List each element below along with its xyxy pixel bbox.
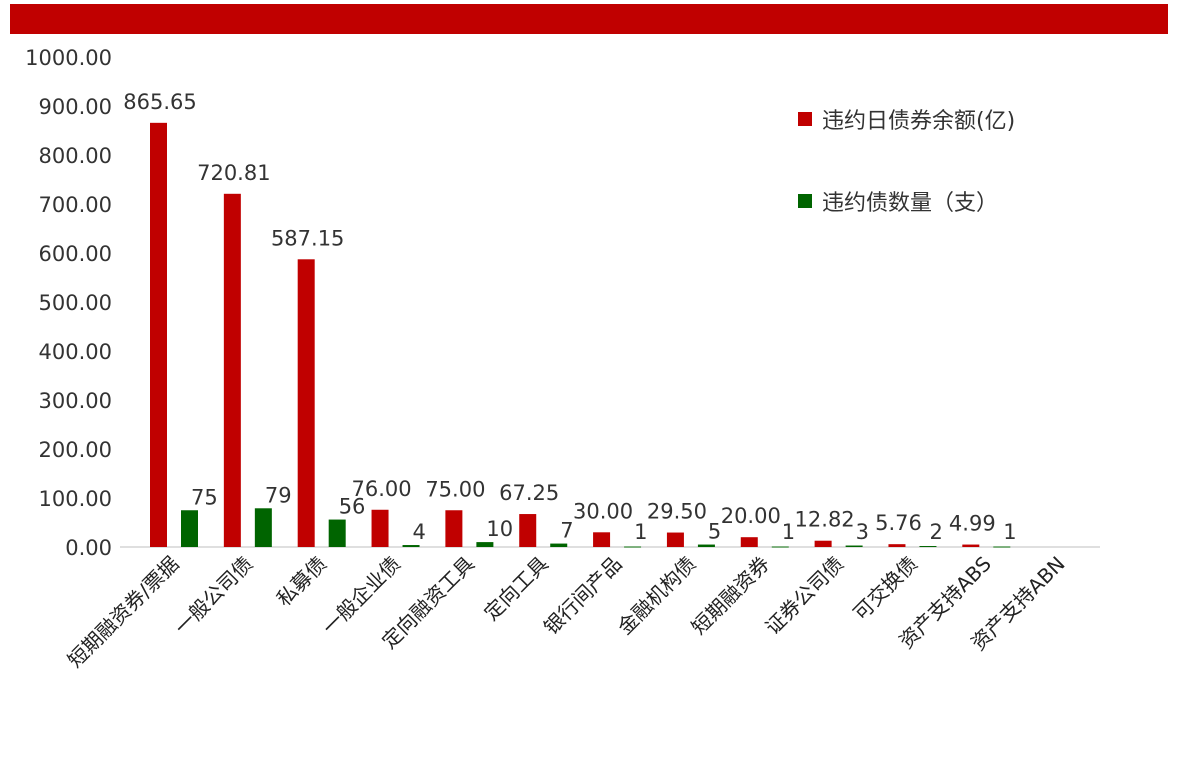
- data-label-balance: 75.00: [425, 477, 485, 501]
- data-label-count: 4: [413, 520, 426, 544]
- y-tick-label: 200.00: [39, 438, 112, 462]
- data-label-count: 10: [486, 517, 513, 541]
- data-label-balance: 29.50: [647, 500, 707, 524]
- data-label-balance: 865.65: [123, 90, 196, 114]
- bar-count: [329, 520, 346, 547]
- y-tick-label: 0.00: [65, 536, 112, 560]
- bar-count: [624, 547, 641, 548]
- data-label-count: 3: [856, 520, 869, 544]
- data-label-count: 1: [1003, 520, 1016, 544]
- data-label-count: 7: [560, 519, 573, 543]
- x-tick-label: 银行间产品: [539, 552, 627, 640]
- bar-count: [698, 545, 715, 547]
- legend-item-balance: 违约日债券余额(亿): [798, 104, 1078, 134]
- data-label-balance: 587.15: [271, 226, 344, 250]
- data-label-count: 79: [265, 483, 292, 507]
- bar-count: [846, 546, 863, 547]
- data-label-balance: 20.00: [721, 504, 781, 528]
- x-tick-label: 短期融资券/票据: [63, 552, 184, 673]
- y-tick-label: 800.00: [39, 144, 112, 168]
- bar-count: [476, 542, 493, 547]
- bar-count: [181, 510, 198, 547]
- y-tick-label: 500.00: [39, 291, 112, 315]
- bar-balance: [224, 194, 241, 547]
- bar-count: [403, 545, 420, 547]
- data-label-count: 5: [708, 520, 721, 544]
- bar-balance: [298, 259, 315, 547]
- y-tick-label: 600.00: [39, 242, 112, 266]
- x-tick-label: 私募债: [272, 552, 331, 611]
- bar-count: [255, 508, 272, 547]
- y-tick-label: 300.00: [39, 389, 112, 413]
- data-label-balance: 67.25: [499, 481, 559, 505]
- y-tick-label: 100.00: [39, 487, 112, 511]
- legend: 违约日债券余额(亿) 违约债数量（支）: [798, 104, 1078, 268]
- bar-balance: [741, 537, 758, 547]
- x-tick-label: 短期融资券: [687, 552, 775, 640]
- data-label-balance: 12.82: [795, 508, 855, 532]
- data-label-count: 1: [634, 520, 647, 544]
- bar-balance: [815, 541, 832, 547]
- data-label-count: 75: [191, 485, 218, 509]
- bar-count: [772, 547, 789, 548]
- x-tick-label: 金融机构债: [613, 552, 701, 640]
- legend-label-count: 违约债数量（支）: [822, 185, 998, 217]
- bar-balance: [962, 545, 979, 547]
- x-tick-label: 可交换债: [848, 552, 922, 626]
- bar-balance: [150, 123, 167, 547]
- x-tick-label: 证券公司债: [760, 552, 848, 640]
- data-label-count: 2: [929, 520, 942, 544]
- y-tick-label: 900.00: [39, 95, 112, 119]
- x-tick-label: 一般公司债: [170, 552, 258, 640]
- data-label-balance: 4.99: [949, 512, 996, 536]
- legend-swatch-count: [798, 194, 812, 208]
- bar-balance: [372, 510, 389, 547]
- data-label-balance: 5.76: [875, 511, 922, 535]
- legend-label-balance: 违约日债券余额(亿): [822, 103, 1015, 135]
- bar-balance: [888, 544, 905, 547]
- x-tick-label: 定向工具: [479, 552, 553, 626]
- bar-balance: [445, 510, 462, 547]
- data-label-balance: 76.00: [351, 477, 411, 501]
- data-label-balance: 30.00: [573, 499, 633, 523]
- bar-count: [993, 547, 1010, 548]
- bar-balance: [667, 533, 684, 547]
- y-tick-label: 700.00: [39, 193, 112, 217]
- bar-count: [550, 544, 567, 547]
- bar-count: [919, 546, 936, 547]
- legend-item-count: 违约债数量（支）: [798, 186, 1078, 216]
- y-tick-label: 1000.00: [25, 46, 112, 70]
- data-label-balance: 720.81: [197, 161, 270, 185]
- legend-swatch-balance: [798, 112, 812, 126]
- bar-balance: [593, 532, 610, 547]
- y-tick-label: 400.00: [39, 340, 112, 364]
- bar-balance: [519, 514, 536, 547]
- data-label-count: 1: [782, 520, 795, 544]
